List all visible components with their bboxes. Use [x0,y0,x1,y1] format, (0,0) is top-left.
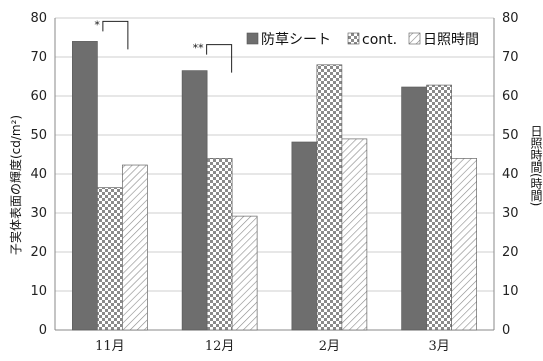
y-tick-label: 30 [30,206,47,221]
legend-label-series-3: 日照時間 [423,32,479,48]
y-tick-label: 70 [30,50,47,65]
bar-2-1 [97,187,123,331]
y2-axis-title: 日照時間(時間) [529,125,543,206]
bar-2-3 [316,64,343,331]
legend-swatch-series-3 [408,32,421,45]
x-tick-label: 12月 [205,339,235,354]
bar-2-4 [426,84,452,331]
bar-3-1 [122,164,148,331]
x-tick-label: 11月 [95,339,125,354]
bar-1-3 [291,141,318,331]
y2-tick-label: 60 [502,89,519,104]
y-tick-label: 20 [30,245,47,260]
legend-swatch-series-2 [347,32,360,45]
bar-3-4 [451,158,477,331]
y2-tick-label: 80 [502,11,519,26]
legend-label-series-1: 防草シート [261,32,331,48]
bar-3-2 [231,215,258,331]
y-tick-label: 50 [30,128,47,143]
y-tick-label: 60 [30,89,47,104]
bar-1-2 [181,70,208,331]
legend: 防草シート cont. 日照時間 [246,32,479,48]
x-tick-label: 2月 [319,339,340,354]
significance-markers: *** [94,18,233,73]
legend-label-series-2: cont. [362,32,397,48]
y2-tick-label: 40 [502,167,519,182]
y-tick-label: 80 [30,11,47,26]
significance-label: ** [193,42,205,55]
y2-tick-label: 30 [502,206,519,221]
significance-bracket [206,44,233,73]
y2-tick-label: 10 [502,284,519,299]
bar-3-3 [341,138,368,331]
significance-label: * [94,18,100,31]
bar-1-4 [401,86,427,331]
y2-tick-label: 0 [502,323,510,338]
significance-bracket [102,20,129,50]
y2-tick-label: 70 [502,50,519,65]
y-tick-label: 0 [39,323,47,338]
y2-tick-label: 50 [502,128,519,143]
axes: 0 0 10 10 20 20 30 30 40 40 50 50 60 60 70 70 80 80 11月 12月… [30,11,518,354]
x-tick-label: 3月 [428,339,449,354]
bar-1-1 [72,41,98,331]
bar-2-2 [206,158,233,331]
y-tick-label: 10 [30,284,47,299]
bars [72,41,477,331]
y-axis-title: 子実体表面の輝度(cd/m²) [8,115,23,255]
y2-tick-label: 20 [502,245,519,260]
legend-swatch-series-1 [246,32,259,45]
y-tick-label: 40 [30,167,47,182]
